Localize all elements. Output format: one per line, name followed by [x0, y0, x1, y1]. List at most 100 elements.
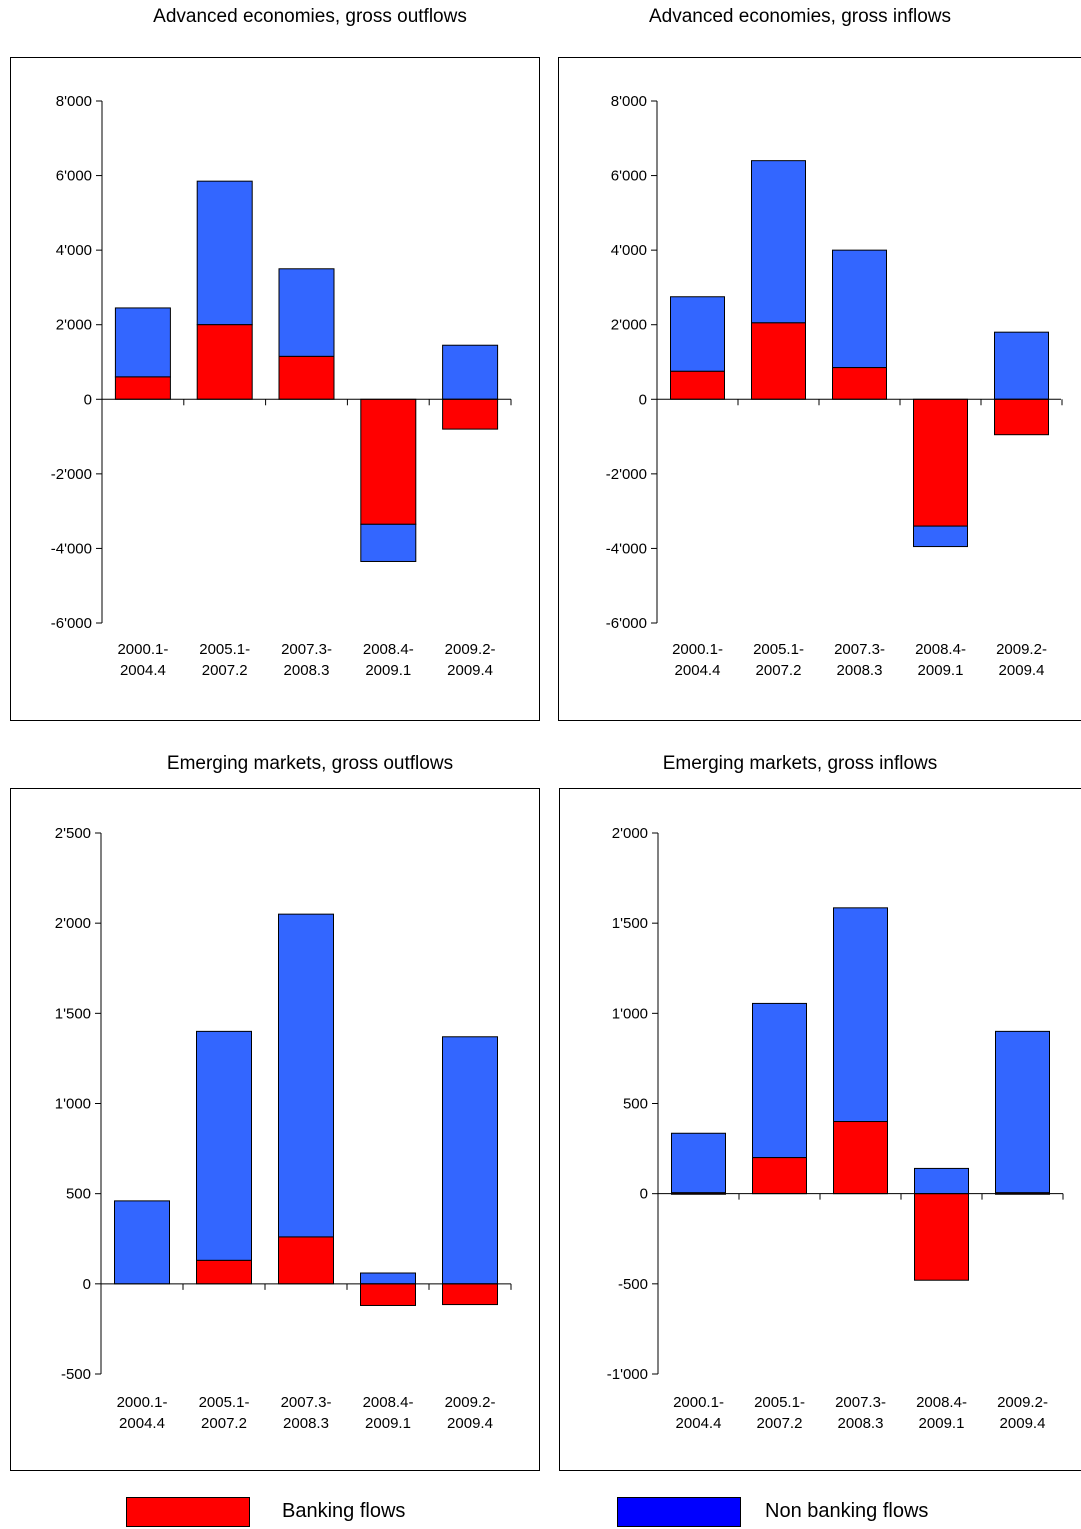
x-category-label: 2008.4- 2009.1: [916, 1394, 967, 1432]
bar-banking: [833, 1121, 888, 1195]
panel-title-adv-outflows: Advanced economies, gross outflows: [153, 6, 467, 27]
x-category-label: 2007.3- 2008.3: [281, 1394, 332, 1432]
x-category-label-line: 2009.4: [1000, 1415, 1046, 1432]
x-category-label-line: 2009.2-: [445, 1394, 496, 1411]
bar-nonbanking: [995, 1030, 1050, 1194]
bar-nonbanking: [278, 268, 335, 357]
y-tick-label: 2'000: [612, 825, 648, 842]
legend-swatch-banking: [126, 1497, 250, 1527]
x-category-label: 2007.3- 2008.3: [835, 1394, 886, 1432]
bar-banking: [360, 398, 417, 525]
y-tick-label: 8'000: [56, 93, 92, 110]
y-tick-label: 1'500: [612, 915, 648, 932]
bar-nonbanking: [114, 307, 171, 378]
bar-nonbanking: [196, 180, 253, 326]
panel-title-em-outflows: Emerging markets, gross outflows: [166, 753, 454, 774]
bar-nonbanking: [914, 1167, 969, 1195]
y-tick-label: 2'000: [56, 317, 92, 334]
bar-banking: [278, 355, 335, 400]
x-category-label-line: 2008.3: [284, 662, 330, 679]
y-tick-label: 1'000: [55, 1096, 91, 1113]
y-tick-label: 6'000: [611, 168, 647, 185]
x-category-label-line: 2005.1-: [199, 641, 250, 658]
bar-banking: [278, 1236, 334, 1285]
y-tick-label: -2'000: [51, 466, 92, 483]
x-category-label-line: 2007.2: [757, 1415, 803, 1432]
y-tick-label: 4'000: [56, 242, 92, 259]
y-tick-label: 1'000: [612, 1005, 648, 1022]
x-category-label-line: 2009.1: [365, 1415, 411, 1432]
x-category-label: 2008.4- 2009.1: [363, 1394, 414, 1432]
legend: Banking flows Non banking flows: [0, 1497, 1081, 1529]
x-category-label-line: 2000.1-: [673, 1394, 724, 1411]
x-category-label-line: 2008.4-: [915, 641, 966, 658]
bar-nonbanking: [671, 1132, 726, 1194]
bar-banking: [832, 367, 887, 400]
y-tick-label: 2'000: [611, 317, 647, 334]
bar-nonbanking: [994, 331, 1049, 400]
y-tick-label: -6'000: [606, 615, 647, 632]
x-category-label: 2009.2- 2009.4: [445, 641, 496, 679]
y-tick-label: 0: [640, 1186, 648, 1203]
x-category-label-line: 2009.4: [447, 1415, 493, 1432]
y-tick-label: -2'000: [606, 466, 647, 483]
bar-nonbanking: [833, 907, 888, 1123]
chart-panel-adv-inflows: [558, 57, 1081, 721]
panel-title-em-inflows: Emerging markets, gross inflows: [662, 753, 938, 774]
bar-banking: [913, 398, 968, 527]
x-category-label-line: 2000.1-: [117, 641, 168, 658]
x-category-label: 2005.1- 2007.2: [199, 641, 250, 679]
bar-nonbanking: [442, 1036, 498, 1285]
bar-nonbanking: [752, 1002, 807, 1159]
bar-nonbanking: [278, 913, 334, 1238]
x-category-label: 2000.1- 2004.4: [117, 1394, 168, 1432]
x-category-label-line: 2009.2-: [997, 1394, 1048, 1411]
x-category-label-line: 2000.1-: [117, 1394, 168, 1411]
x-category-label-line: 2009.1: [365, 662, 411, 679]
x-category-label-line: 2005.1-: [754, 1394, 805, 1411]
x-category-label-line: 2007.3-: [834, 641, 885, 658]
x-category-label: 2009.2- 2009.4: [996, 641, 1047, 679]
x-category-label-line: 2004.4: [675, 662, 721, 679]
x-category-label: 2005.1- 2007.2: [754, 1394, 805, 1432]
x-category-label-line: 2005.1-: [199, 1394, 250, 1411]
y-tick-label: -500: [618, 1276, 648, 1293]
bar-banking: [914, 1193, 969, 1281]
x-category-label: 2009.2- 2009.4: [445, 1394, 496, 1432]
x-category-label-line: 2009.1: [918, 662, 964, 679]
y-tick-label: 2'000: [55, 915, 91, 932]
y-tick-label: 500: [623, 1096, 648, 1113]
x-category-label-line: 2007.3-: [281, 641, 332, 658]
x-category-label: 2009.2- 2009.4: [997, 1394, 1048, 1432]
bar-nonbanking: [360, 523, 417, 562]
x-category-label: 2007.3- 2008.3: [281, 641, 332, 679]
y-tick-label: 6'000: [56, 168, 92, 185]
x-category-label: 2000.1- 2004.4: [673, 1394, 724, 1432]
bar-nonbanking: [670, 296, 725, 372]
y-tick-label: 8'000: [611, 93, 647, 110]
bar-banking: [670, 370, 725, 400]
x-category-label-line: 2007.2: [202, 662, 248, 679]
bar-nonbanking: [196, 1030, 252, 1261]
legend-label-banking: Banking flows: [282, 1500, 406, 1522]
y-tick-label: 1'500: [55, 1005, 91, 1022]
bar-banking: [196, 324, 253, 400]
panel-title-adv-inflows: Advanced economies, gross inflows: [648, 6, 952, 27]
x-category-label-line: 2008.3: [837, 662, 883, 679]
x-category-label-line: 2009.1: [919, 1415, 965, 1432]
bar-banking: [442, 398, 499, 430]
y-tick-label: -500: [61, 1366, 91, 1383]
y-tick-label: -4'000: [51, 540, 92, 557]
x-category-label-line: 2007.2: [756, 662, 802, 679]
legend-swatch-nonbanking: [617, 1497, 741, 1527]
x-category-label-line: 2007.2: [201, 1415, 247, 1432]
bar-nonbanking: [114, 1200, 170, 1285]
y-tick-label: 500: [66, 1186, 91, 1203]
x-category-label-line: 2008.3: [283, 1415, 329, 1432]
legend-label-nonbanking: Non banking flows: [765, 1500, 929, 1522]
x-category-label-line: 2007.3-: [835, 1394, 886, 1411]
x-category-label-line: 2004.4: [676, 1415, 722, 1432]
